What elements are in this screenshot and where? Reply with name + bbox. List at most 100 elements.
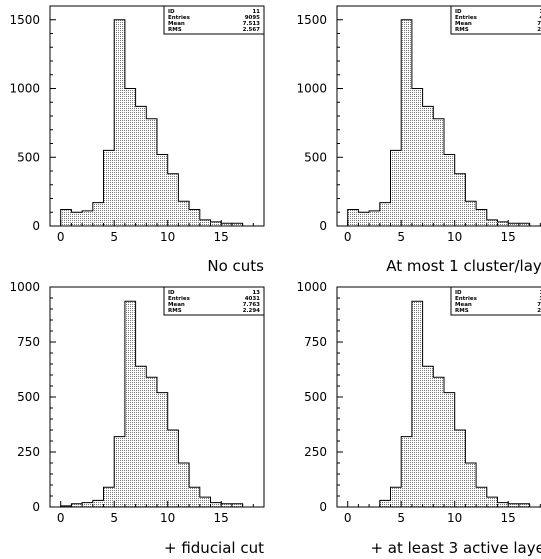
histogram-bar: [518, 503, 530, 507]
histogram-panel-13: 0 5 10 15 0 250 500 750 1000 ID 13 Entries 4031 Mean 7…: [9, 280, 265, 557]
y-tick-label: 500: [17, 150, 40, 164]
histogram-bar: [135, 366, 147, 507]
histogram-outline: [347, 19, 541, 227]
stats-mean-label: Mean: [168, 302, 185, 308]
y-tick-label: 0: [32, 500, 40, 514]
y-tick-label: 0: [319, 500, 327, 514]
x-tick-label: 10: [160, 511, 175, 525]
stats-box-frame: [450, 5, 541, 35]
x-tick-label: 5: [397, 511, 405, 525]
histogram-bar: [124, 301, 136, 507]
panel-caption: + fiducial cut: [164, 539, 264, 557]
stats-box: ID 12 Entries 43 Mean 7.4 RMS 2.4: [450, 5, 541, 35]
stats-entries-value: 9095: [245, 15, 260, 21]
x-tick-label: 15: [501, 511, 516, 525]
stats-mean-label: Mean: [455, 302, 472, 308]
stats-id-label: ID: [168, 290, 175, 296]
histogram-bar: [221, 503, 232, 507]
x-tick-label: 5: [397, 230, 405, 244]
histogram-bar: [231, 223, 243, 226]
histogram-bar: [486, 497, 498, 507]
y-tick-label: 750: [304, 335, 327, 349]
histogram-bar: [422, 366, 434, 507]
histogram-bar: [157, 392, 168, 507]
x-tick-label: 0: [344, 230, 352, 244]
stats-rms-value: 2.294: [243, 308, 261, 314]
stats-entries-label: Entries: [168, 296, 191, 302]
y-tick-label: 1500: [296, 13, 327, 27]
histogram-bar: [146, 118, 157, 226]
stats-rms-value: 2.567: [243, 27, 261, 33]
histogram-bar: [401, 436, 412, 507]
histogram-bar: [82, 502, 93, 507]
histogram-bar: [465, 463, 477, 507]
x-tick-label: 5: [110, 230, 118, 244]
stats-rms-value: 2.4: [537, 27, 541, 33]
y-tick-label: 1500: [9, 13, 40, 27]
y-tick-label: 1000: [296, 280, 327, 294]
x-tick-label: 15: [214, 230, 229, 244]
histogram-bar: [369, 210, 380, 226]
stats-box-frame: [163, 286, 265, 316]
histogram-bar: [167, 173, 179, 226]
histogram-bar: [508, 503, 519, 507]
histogram-bar: [231, 503, 243, 507]
x-tick-label: 0: [57, 230, 65, 244]
histogram-bar: [411, 301, 423, 507]
x-tick-label: 10: [447, 230, 462, 244]
stats-rms-value: 2.2: [537, 308, 541, 314]
stats-rms-label: RMS: [455, 27, 469, 33]
histogram-bar: [178, 463, 190, 507]
histogram-bar: [518, 223, 530, 226]
histogram-bar: [347, 209, 359, 226]
histogram-bar: [167, 430, 179, 507]
x-tick-label: 10: [160, 230, 175, 244]
x-tick-label: 0: [57, 511, 65, 525]
histogram-bar: [454, 173, 466, 226]
stats-box-frame: [163, 5, 265, 35]
histogram-bar: [60, 505, 72, 507]
stats-entries-value: 39: [539, 296, 541, 302]
stats-mean-label: Mean: [168, 21, 185, 27]
stats-entries-label: Entries: [455, 15, 478, 21]
histogram-bar: [92, 500, 104, 507]
histogram-bar: [390, 487, 402, 507]
histogram-bar: [358, 212, 370, 226]
stats-box: ID 14 Entries 39 Mean 7.8 RMS 2.2: [450, 286, 541, 316]
x-tick-label: 15: [214, 511, 229, 525]
y-tick-label: 0: [32, 219, 40, 233]
y-tick-label: 750: [17, 335, 40, 349]
stats-rms-label: RMS: [455, 308, 469, 314]
y-tick-label: 0: [319, 219, 327, 233]
histogram-outline: [347, 300, 541, 508]
y-tick-label: 250: [304, 445, 327, 459]
y-tick-label: 1000: [9, 82, 40, 96]
histogram-bar: [124, 88, 136, 226]
x-tick-label: 5: [110, 511, 118, 525]
histogram-bar: [210, 502, 222, 507]
y-tick-label: 1000: [296, 82, 327, 96]
histogram-bar: [210, 221, 222, 226]
histogram-bar: [189, 209, 200, 226]
histogram-bar: [114, 19, 125, 226]
stats-entries-value: 43: [539, 15, 541, 21]
histogram-bar: [433, 118, 444, 226]
histogram-bar: [379, 500, 391, 507]
histogram-bar: [71, 212, 83, 226]
histogram-bar: [476, 487, 487, 507]
x-tick-label: 10: [447, 511, 462, 525]
stats-box: ID 11 Entries 9095 Mean 7.513 RMS 2.567: [163, 5, 265, 35]
y-tick-label: 250: [17, 445, 40, 459]
x-tick-label: 15: [501, 230, 516, 244]
histogram-outline: [60, 300, 254, 508]
stats-id-value: 14: [539, 290, 541, 296]
histogram-bar: [71, 503, 83, 507]
stats-entries-value: 4031: [245, 296, 260, 302]
stats-mean-value: 7.763: [243, 302, 261, 308]
histogram-bar: [157, 154, 168, 226]
y-tick-label: 500: [304, 150, 327, 164]
histogram-bar: [146, 377, 157, 507]
histogram-bar: [103, 487, 115, 507]
